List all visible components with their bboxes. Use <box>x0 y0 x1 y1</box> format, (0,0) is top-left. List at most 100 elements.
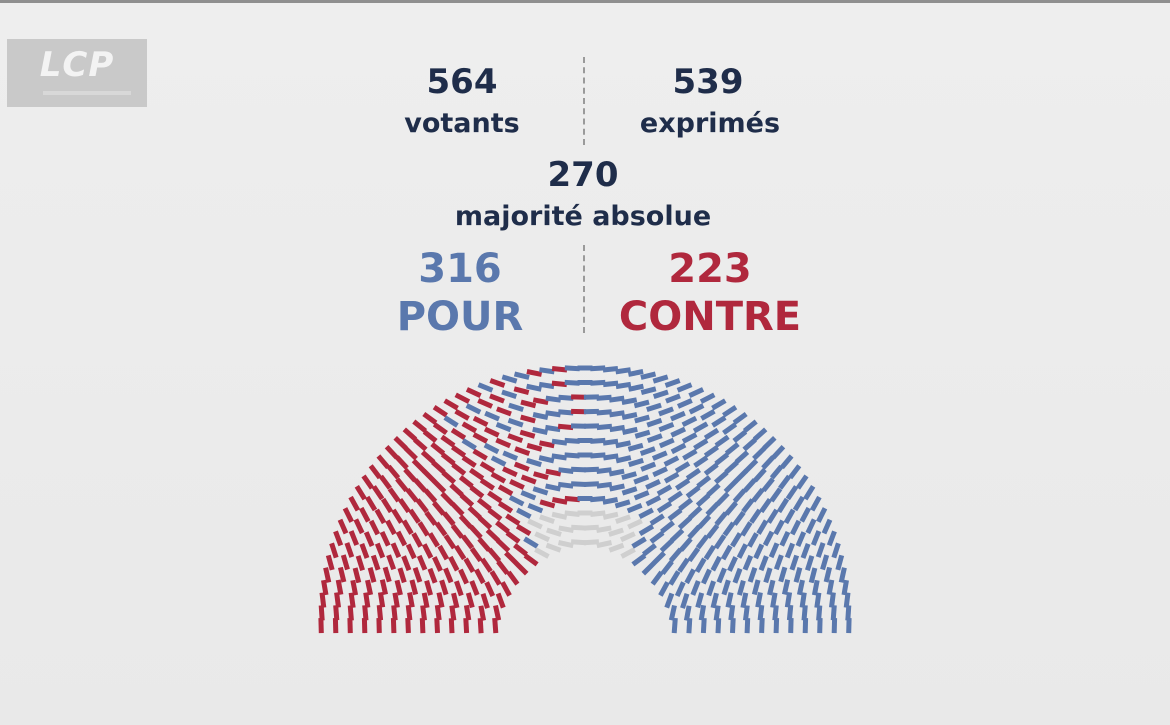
seat-other <box>596 525 612 534</box>
seat-pour <box>830 605 837 621</box>
seat-contre <box>448 555 460 572</box>
seat-pour <box>724 500 739 516</box>
seat-contre <box>376 604 384 621</box>
seat-pour <box>650 570 664 586</box>
seat-contre <box>386 464 401 480</box>
seat-pour <box>652 374 669 384</box>
seat-pour <box>621 397 638 406</box>
seat-pour <box>722 521 736 537</box>
seat-pour <box>583 466 599 473</box>
seat-pour <box>751 579 761 596</box>
seat-contre <box>495 520 510 534</box>
seat-contre <box>391 508 404 524</box>
seat-pour <box>663 471 680 484</box>
seat-pour <box>596 423 613 431</box>
seat-other <box>583 539 600 546</box>
seat-pour <box>665 393 681 404</box>
seat-pour <box>667 490 683 504</box>
seat-contre <box>434 617 440 634</box>
seat-pour <box>821 518 833 535</box>
seat-contre <box>551 497 568 505</box>
seat-contre <box>384 445 399 460</box>
seat-contre <box>450 427 467 441</box>
seat-contre <box>430 442 446 456</box>
seat-pour <box>633 490 650 501</box>
seat-pour <box>638 524 655 537</box>
seat-pour <box>814 592 822 609</box>
seat-pour <box>713 470 729 485</box>
seat-pour <box>763 567 773 584</box>
seat-pour <box>711 398 727 411</box>
seat-other <box>619 531 636 543</box>
seat-contre <box>453 544 467 561</box>
seat-pour <box>692 421 709 434</box>
seat-contre <box>496 406 512 417</box>
seat-pour <box>770 592 778 608</box>
seat-contre <box>469 547 483 563</box>
seat-pour <box>558 467 574 474</box>
seat-pour <box>681 432 698 444</box>
seat-other <box>534 547 550 559</box>
seat-other <box>608 527 624 537</box>
seat-pour <box>570 481 587 487</box>
seat-pour <box>826 530 837 547</box>
seat-pour <box>443 415 459 428</box>
seat-pour <box>744 458 759 473</box>
seat-pour <box>596 394 612 401</box>
seat-contre <box>483 426 500 438</box>
seat-pour <box>668 570 681 586</box>
seat-pour <box>645 479 661 490</box>
seat-pour <box>558 394 574 401</box>
seat-pour <box>809 495 822 512</box>
seat-pour <box>769 487 783 503</box>
seat-pour <box>736 580 746 596</box>
seat-pour <box>816 605 823 621</box>
seat-pour <box>495 421 512 433</box>
seat-pour <box>769 464 784 480</box>
seat-pour <box>507 417 524 428</box>
seat-pour <box>722 422 738 436</box>
seat-pour <box>670 410 686 422</box>
seat-pour <box>730 617 736 634</box>
seat-pour <box>502 450 519 461</box>
seat-pour <box>757 604 765 621</box>
seat-contre <box>359 543 370 559</box>
seat-pour <box>638 507 654 520</box>
seat-contre <box>477 537 491 552</box>
seat-pour <box>773 554 784 571</box>
seat-pour <box>803 484 816 501</box>
seat-pour <box>732 411 748 425</box>
seat-contre <box>489 570 502 586</box>
seat-pour <box>538 455 555 464</box>
seat-pour <box>755 592 763 608</box>
seat-other <box>527 518 543 530</box>
seat-pour <box>668 604 677 621</box>
seat-contre <box>394 579 403 596</box>
seat-contre <box>354 484 367 501</box>
seat-contre <box>344 542 355 558</box>
seat-pour <box>732 567 743 584</box>
seat-pour <box>823 566 833 583</box>
seat-pour <box>724 460 739 475</box>
seat-contre <box>450 501 465 517</box>
seat-contre <box>474 568 486 585</box>
seat-contre <box>487 508 503 522</box>
seat-pour <box>843 592 851 608</box>
seat-contre <box>335 579 344 596</box>
seat-pour <box>538 381 555 390</box>
seat-pour <box>651 551 666 566</box>
seat-pour <box>767 579 776 596</box>
seat-pour <box>602 438 619 446</box>
seat-pour <box>759 617 765 634</box>
seat-contre <box>436 592 445 608</box>
seat-contre <box>401 519 414 535</box>
seat-pour <box>677 557 690 573</box>
seat-contre <box>392 592 400 608</box>
seat-pour <box>532 426 548 436</box>
seat-pour <box>520 490 537 501</box>
seat-other <box>545 542 562 553</box>
top-border <box>0 0 1170 3</box>
seat-contre <box>539 440 555 449</box>
